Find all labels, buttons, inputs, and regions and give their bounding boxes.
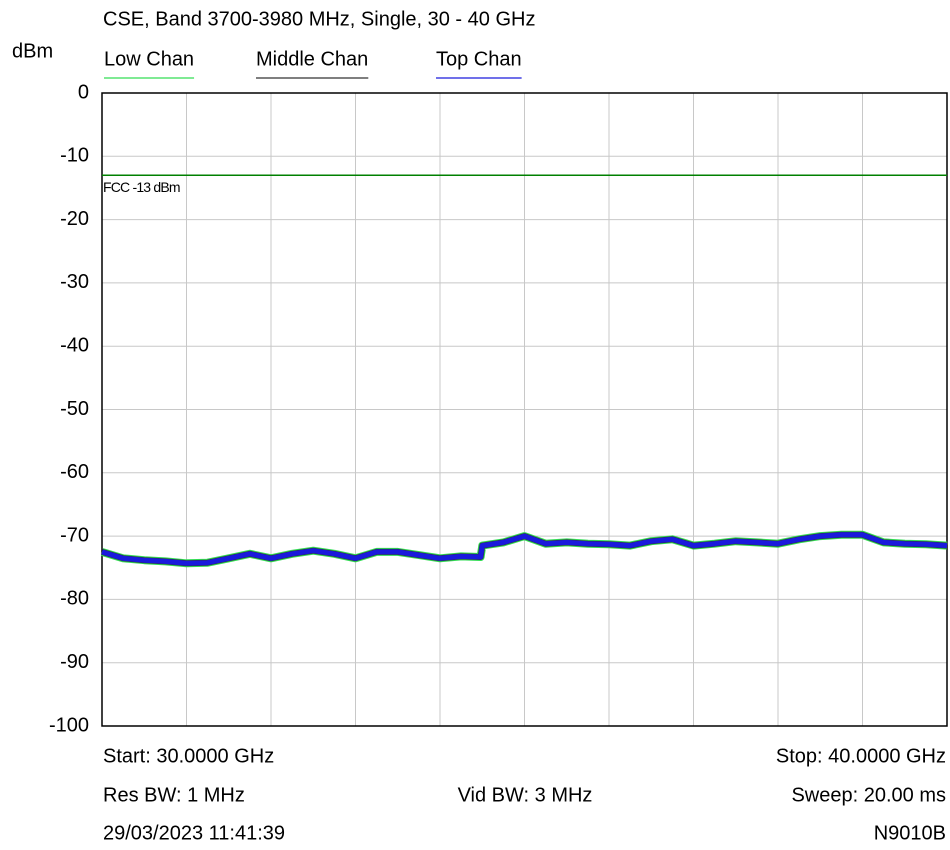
footer-start: Start: 30.0000 GHz bbox=[103, 745, 274, 767]
legend-label: Middle Chan bbox=[256, 48, 368, 70]
legend-label: Top Chan bbox=[436, 48, 522, 70]
chart-title: CSE, Band 3700-3980 MHz, Single, 30 - 40… bbox=[103, 8, 535, 30]
plot-frame bbox=[101, 92, 948, 727]
legend-label: Low Chan bbox=[104, 48, 194, 70]
y-tick-label: -90 bbox=[60, 651, 89, 673]
footer-timestamp: 29/03/2023 11:41:39 bbox=[103, 822, 285, 844]
footer-sweep: Sweep: 20.00 ms bbox=[791, 784, 946, 806]
y-tick-label: -70 bbox=[60, 524, 89, 546]
footer-stop: Stop: 40.0000 GHz bbox=[776, 745, 946, 767]
trace bbox=[101, 532, 948, 566]
y-tick-label: -10 bbox=[60, 145, 89, 167]
y-axis-label: dBm bbox=[12, 40, 53, 62]
y-tick-label: -60 bbox=[60, 461, 89, 483]
y-tick-label: -50 bbox=[60, 398, 89, 420]
limit-label: FCC -13 dBm bbox=[103, 179, 180, 195]
y-tick-label: -100 bbox=[49, 714, 89, 736]
footer-instrument: N9010B bbox=[874, 822, 946, 844]
footer-res-bw: Res BW: 1 MHz bbox=[103, 784, 245, 806]
y-tick-label: -30 bbox=[60, 271, 89, 293]
y-tick-label: -20 bbox=[60, 208, 89, 230]
footer-vid-bw: Vid BW: 3 MHz bbox=[458, 784, 593, 806]
y-tick-label: -40 bbox=[60, 334, 89, 356]
y-tick-label: 0 bbox=[78, 81, 89, 103]
y-tick-label: -80 bbox=[60, 588, 89, 610]
